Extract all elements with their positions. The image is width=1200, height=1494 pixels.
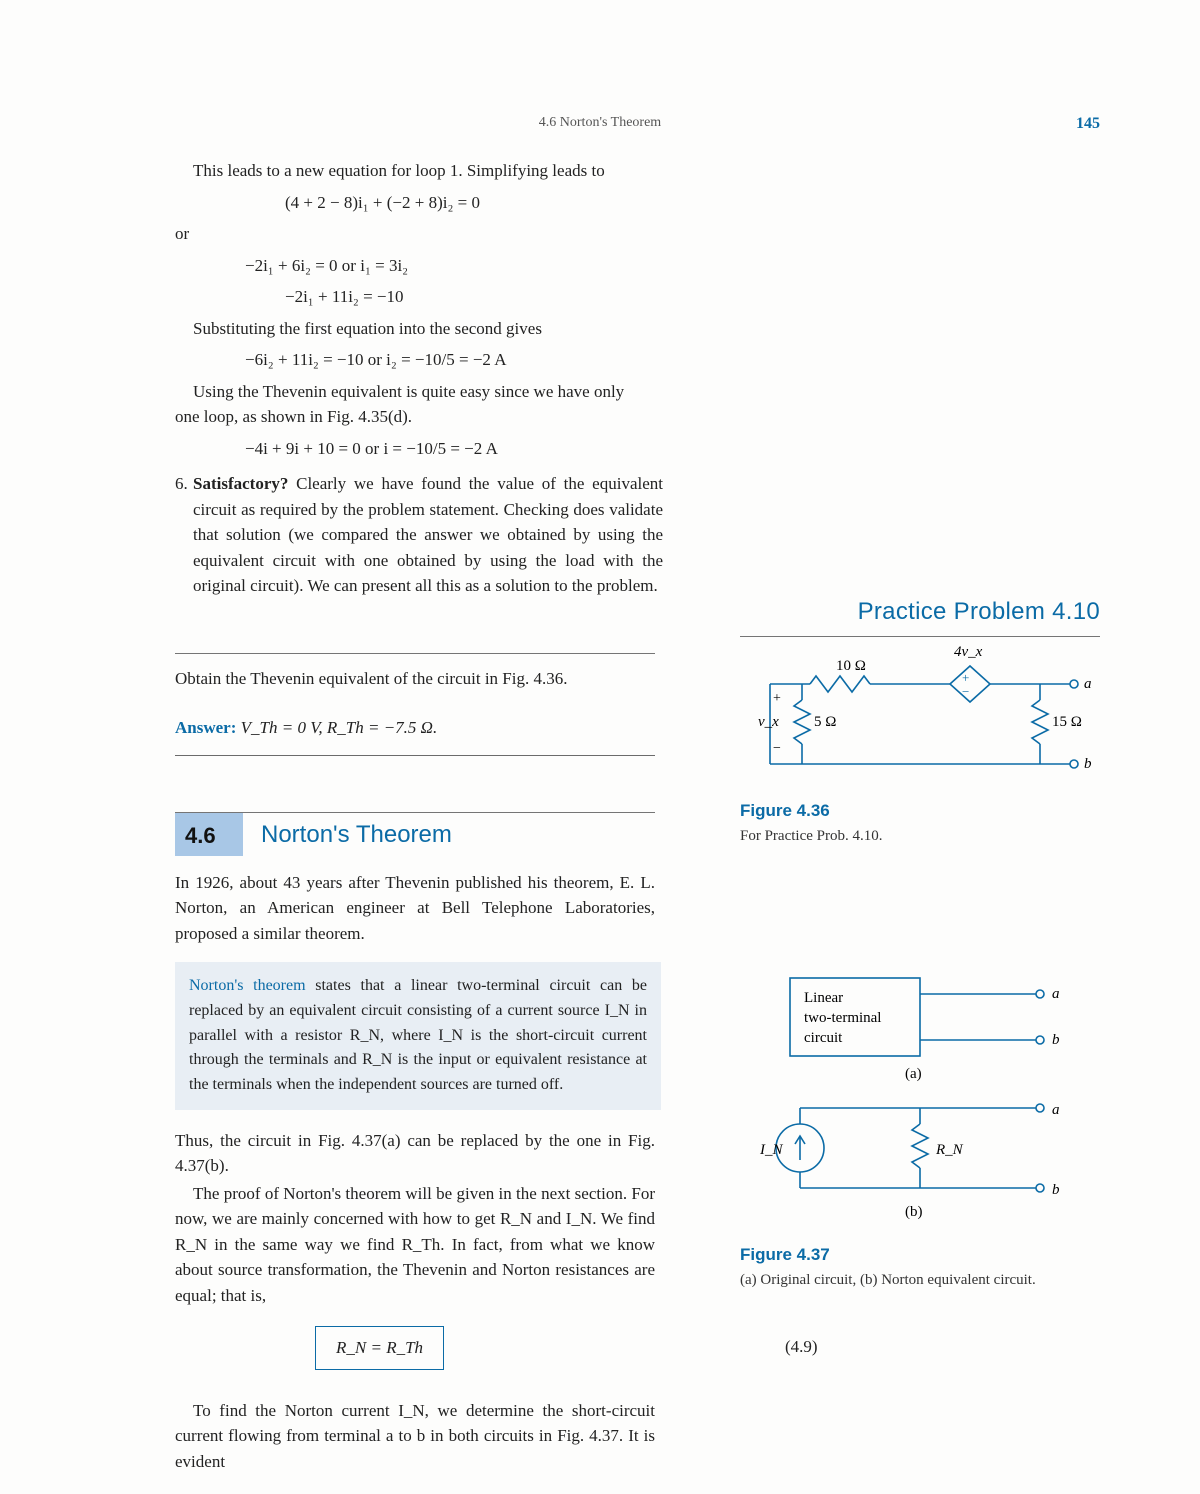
r-15ohm-label: 15 Ω (1052, 714, 1082, 730)
practice-answer: Answer: V_Th = 0 V, R_Th = −7.5 Ω. (175, 715, 655, 741)
answer-label: Answer: (175, 718, 236, 737)
in-label: I_N (759, 1142, 783, 1158)
figure-4-36-svg: 10 Ω 5 Ω 15 Ω 4v_x + − + v_x − a b (740, 634, 1100, 784)
theorem-keyword: Norton's theorem (189, 977, 306, 994)
page-number: 145 (1076, 112, 1100, 136)
section-p1: In 1926, about 43 years after Thevenin p… (175, 870, 655, 947)
textbook-page: 4.6 Norton's Theorem 145 This leads to a… (0, 0, 1200, 1494)
fig437b-terminal-a: a (1052, 1102, 1060, 1118)
answer-text: V_Th = 0 V, R_Th = −7.5 Ω. (236, 718, 437, 737)
equation-loop1: (4 + 2 − 8)i₁ + (−2 + 8)i₂ = 0 (285, 190, 655, 216)
section-heading: 4.6 Norton's Theorem (175, 812, 655, 856)
section-p2: Thus, the circuit in Fig. 4.37(a) can be… (175, 1128, 655, 1179)
practice-question: Obtain the Thevenin equivalent of the ci… (175, 666, 655, 692)
para-thevenin: Using the Thevenin equivalent is quite e… (175, 379, 645, 430)
figure-4-36-title: Figure 4.36 (740, 798, 1110, 824)
r-5ohm-label: 5 Ω (814, 714, 836, 730)
r-10ohm-label: 10 Ω (836, 658, 866, 674)
section-number: 4.6 (175, 813, 243, 856)
fig437a-terminal-b: b (1052, 1032, 1060, 1048)
figure-4-37-title: Figure 4.37 (740, 1242, 1110, 1268)
step-6-satisfactory: 6. Satisfactory? Clearly we have found t… (175, 471, 663, 599)
box-line3: circuit (804, 1030, 843, 1046)
theorem-body: states that a linear two-terminal circui… (189, 977, 647, 1093)
equation-4-9-number: (4.9) (785, 1334, 818, 1360)
figure-4-37: Linear two-terminal circuit a b (a) (740, 968, 1110, 1292)
theorem-box: Norton's theorem states that a linear tw… (175, 962, 661, 1110)
step-6-number: 6. (175, 471, 193, 497)
dep-source-label: 4v_x (954, 644, 983, 660)
equation-4-9: R_N = R_Th (315, 1326, 444, 1370)
figure-4-37-caption: (a) Original circuit, (b) Norton equival… (740, 1269, 1110, 1292)
answer-rule (175, 755, 655, 756)
equation-4: −4i + 9i + 10 = 0 or i = −10/5 = −2 A (245, 436, 655, 462)
equation-2a: −2i₁ + 6i₂ = 0 or i₁ = 3i₂ (245, 253, 655, 279)
figure-4-36-caption: For Practice Prob. 4.10. (740, 825, 1110, 848)
equation-2b: −2i₁ + 11i₂ = −10 (285, 284, 655, 310)
section-title: Norton's Theorem (261, 813, 452, 856)
practice-problem-title: Practice Problem 4.10 (740, 594, 1100, 637)
fig437b-terminal-b: b (1052, 1182, 1060, 1198)
figure-4-36: 10 Ω 5 Ω 15 Ω 4v_x + − + v_x − a b Figur… (740, 634, 1110, 848)
rn-label: R_N (935, 1142, 964, 1158)
terminal-a: a (1084, 676, 1092, 692)
para-subst: Substituting the first equation into the… (175, 316, 655, 342)
fig437-label-a: (a) (905, 1066, 922, 1082)
vx-minus: − (773, 741, 781, 756)
box-line1: Linear (804, 990, 843, 1006)
minus-icon: − (962, 684, 969, 699)
section-p3: The proof of Norton's theorem will be gi… (175, 1181, 655, 1309)
or-label: or (175, 221, 655, 247)
figure-4-37-svg: Linear two-terminal circuit a b (a) (740, 968, 1100, 1228)
terminal-b: b (1084, 756, 1092, 772)
equation-4-9-row: R_N = R_Th (4.9) (175, 1308, 655, 1380)
vx-label: v_x (758, 714, 779, 730)
equation-3: −6i₂ + 11i₂ = −10 or i₂ = −10/5 = −2 A (245, 347, 655, 373)
running-head-center: 4.6 Norton's Theorem (539, 112, 661, 133)
fig437-label-b: (b) (905, 1204, 923, 1220)
fig437a-terminal-a: a (1052, 986, 1060, 1002)
vx-plus: + (773, 691, 781, 706)
section-p4: To find the Norton current I_N, we deter… (175, 1398, 655, 1475)
plus-icon: + (962, 670, 969, 685)
para-loop1: This leads to a new equation for loop 1.… (175, 158, 655, 184)
practice-left: Obtain the Thevenin equivalent of the ci… (175, 653, 655, 756)
box-line2: two-terminal (804, 1010, 881, 1026)
main-text-column: This leads to a new equation for loop 1.… (175, 158, 655, 599)
step-6-bold: Satisfactory? (193, 474, 288, 493)
